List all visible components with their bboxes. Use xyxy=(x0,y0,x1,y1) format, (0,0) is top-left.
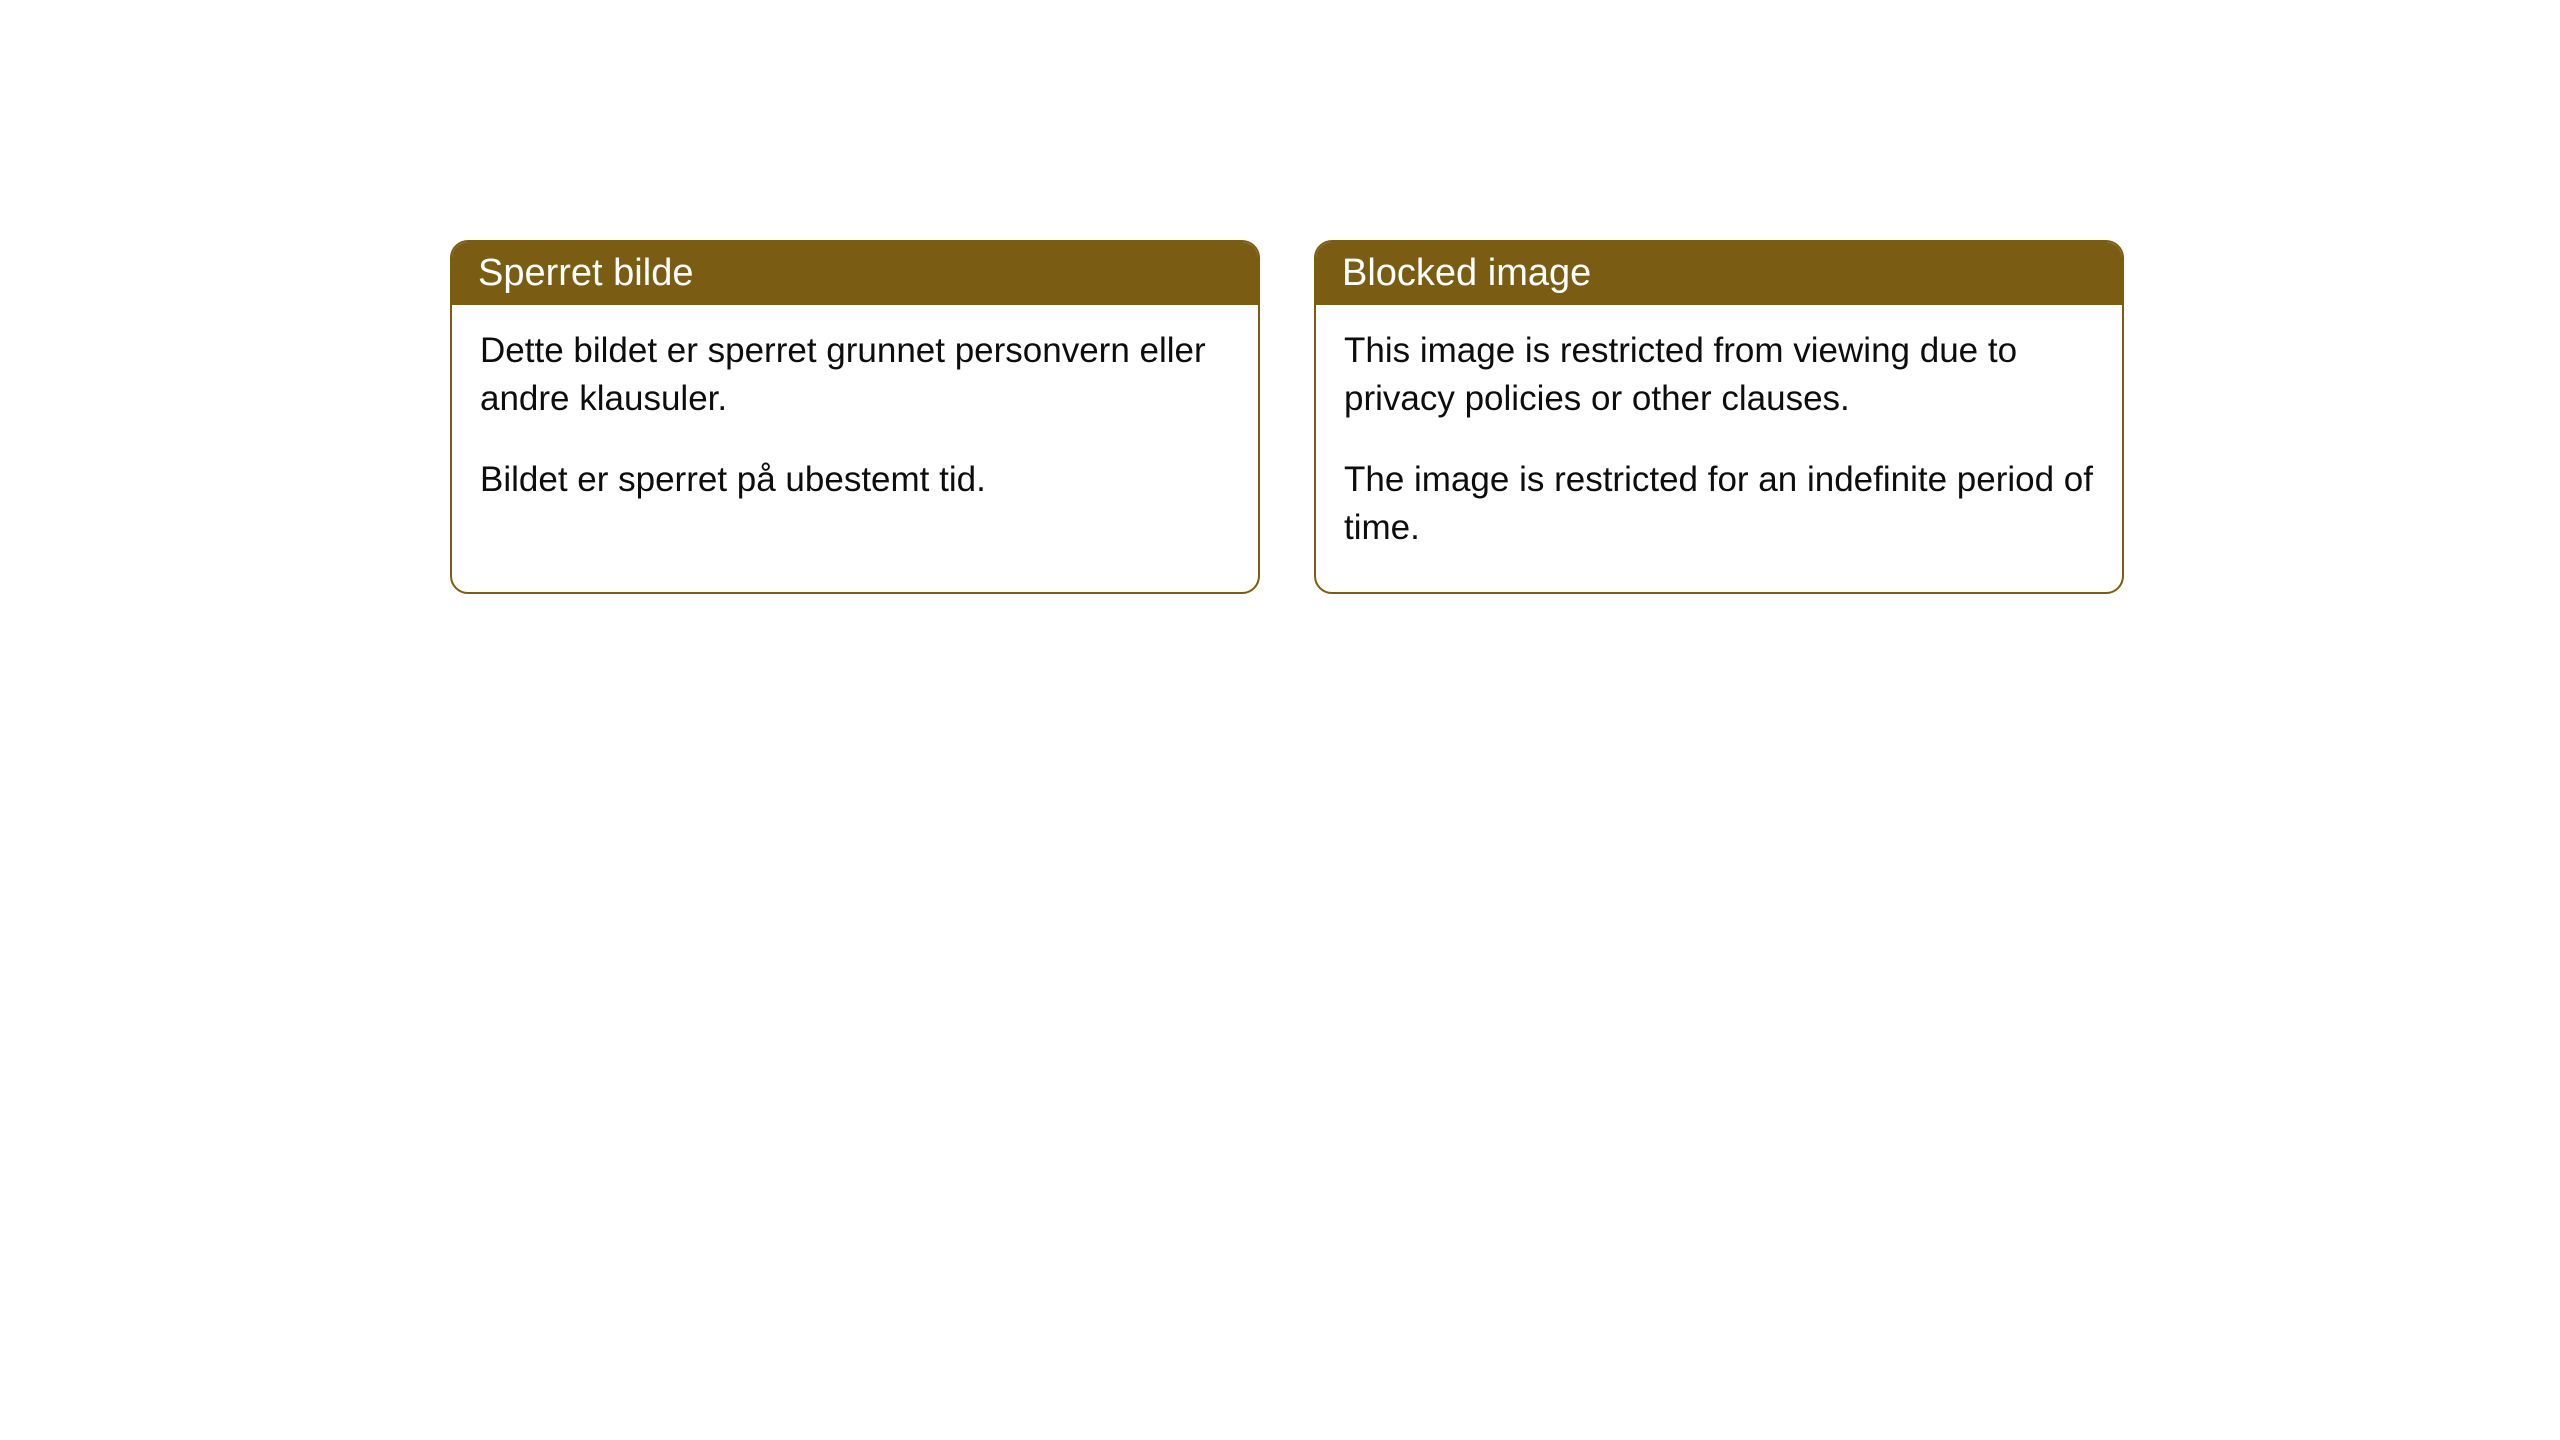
card-paragraph-2: Bildet er sperret på ubestemt tid. xyxy=(480,456,1230,504)
card-paragraph-2: The image is restricted for an indefinit… xyxy=(1344,456,2094,553)
card-english: Blocked image This image is restricted f… xyxy=(1314,240,2124,594)
card-title: Blocked image xyxy=(1342,252,1591,294)
card-title: Sperret bilde xyxy=(478,252,693,294)
card-body-norwegian: Dette bildet er sperret grunnet personve… xyxy=(452,305,1258,544)
card-paragraph-1: Dette bildet er sperret grunnet personve… xyxy=(480,327,1230,424)
card-body-english: This image is restricted from viewing du… xyxy=(1316,305,2122,592)
cards-container: Sperret bilde Dette bildet er sperret gr… xyxy=(450,240,2560,594)
card-paragraph-1: This image is restricted from viewing du… xyxy=(1344,327,2094,424)
card-norwegian: Sperret bilde Dette bildet er sperret gr… xyxy=(450,240,1260,594)
card-header-norwegian: Sperret bilde xyxy=(452,242,1258,305)
card-header-english: Blocked image xyxy=(1316,242,2122,305)
